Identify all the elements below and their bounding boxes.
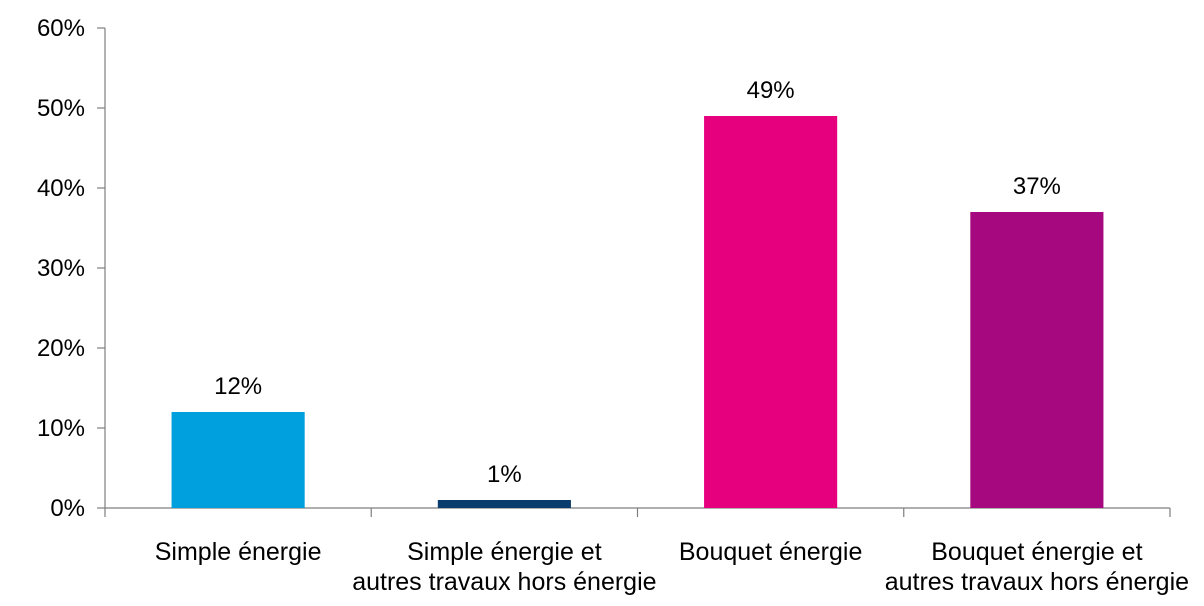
y-axis: 0% 10% 20% 30% 40% 50% 60% (37, 15, 106, 522)
bar (171, 412, 305, 508)
bar-value-label: 49% (747, 77, 795, 104)
y-tick-label: 20% (37, 335, 85, 362)
y-tick-label: 10% (37, 415, 85, 442)
bar-value-label: 37% (1013, 173, 1061, 200)
category-label: autres travaux hors énergie (885, 568, 1189, 596)
bar-value-label: 1% (487, 461, 522, 488)
y-tick-label: 40% (37, 175, 85, 202)
y-tick-label: 30% (37, 255, 85, 282)
category-label: Bouquet énergie et (931, 538, 1142, 566)
category-label: autres travaux hors énergie (352, 568, 656, 596)
x-axis (104, 507, 1171, 517)
y-tick-label: 60% (37, 15, 85, 42)
bar (437, 500, 571, 508)
category-label: Bouquet énergie (679, 538, 862, 566)
bar (970, 212, 1104, 508)
y-tick-label: 0% (50, 495, 85, 522)
bars (171, 116, 1104, 508)
y-tick-label: 50% (37, 95, 85, 122)
category-label: Simple énergie (155, 538, 322, 566)
data-labels: 12% 1% 49% 37% (214, 77, 1061, 488)
bar-value-label: 12% (214, 373, 262, 400)
bar (704, 116, 838, 508)
category-label: Simple énergie et (407, 538, 602, 566)
